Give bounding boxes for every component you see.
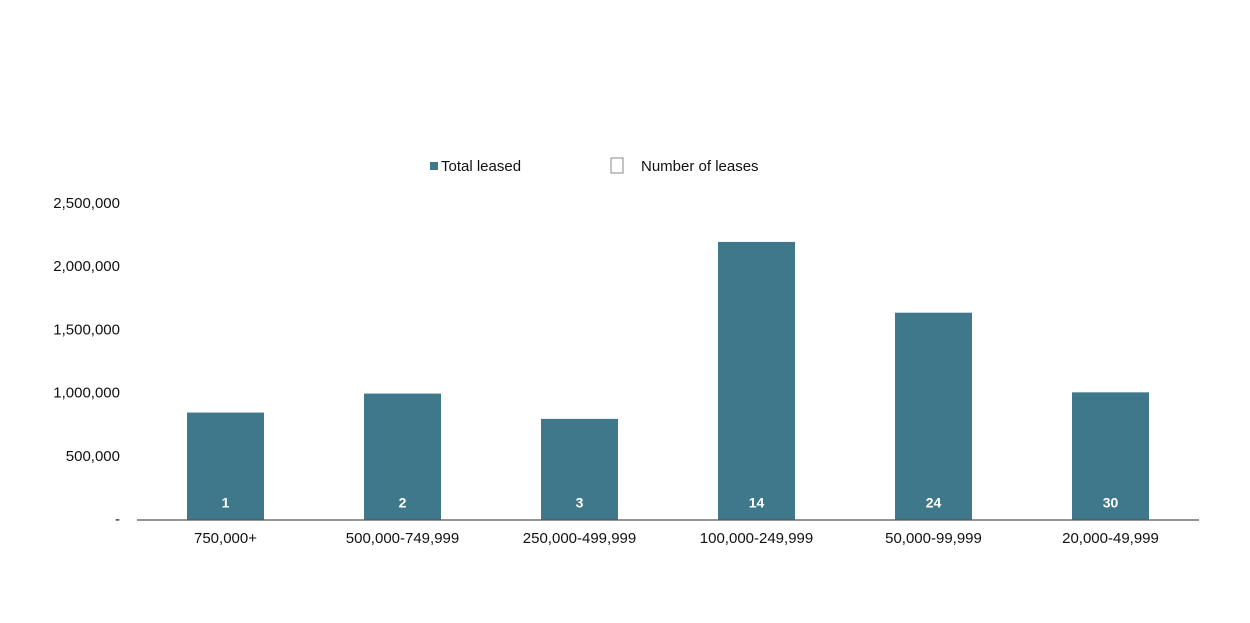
value-label: 14 [749,495,765,511]
bar [895,312,972,520]
y-tick-label: 2,500,000 [53,195,120,212]
y-tick-label: 1,000,000 [53,385,120,402]
legend-label: Total leased [441,158,521,175]
value-label: 24 [926,495,942,511]
y-tick-label: - [115,511,120,528]
value-label: 3 [576,495,584,511]
x-tick-label: 50,000-99,999 [885,530,982,547]
legend-swatch [610,157,624,174]
value-label: 30 [1103,495,1119,511]
x-tick-label: 100,000-249,999 [700,530,813,547]
y-tick-label: 500,000 [66,448,120,465]
bar [187,412,264,520]
x-tick-label: 500,000-749,999 [346,530,459,547]
bar [1072,392,1149,520]
value-label: 2 [399,495,407,511]
bar [541,418,618,520]
value-label: 1 [222,495,230,511]
legend-swatch [430,162,438,170]
x-tick-label: 750,000+ [194,530,257,547]
x-tick-label: 20,000-49,999 [1062,530,1159,547]
y-tick-label: 2,000,000 [53,258,120,275]
legend-label: Number of leases [641,158,759,175]
x-tick-label: 250,000-499,999 [523,530,636,547]
bar [364,393,441,520]
bar [718,241,795,521]
y-tick-label: 1,500,000 [53,321,120,338]
